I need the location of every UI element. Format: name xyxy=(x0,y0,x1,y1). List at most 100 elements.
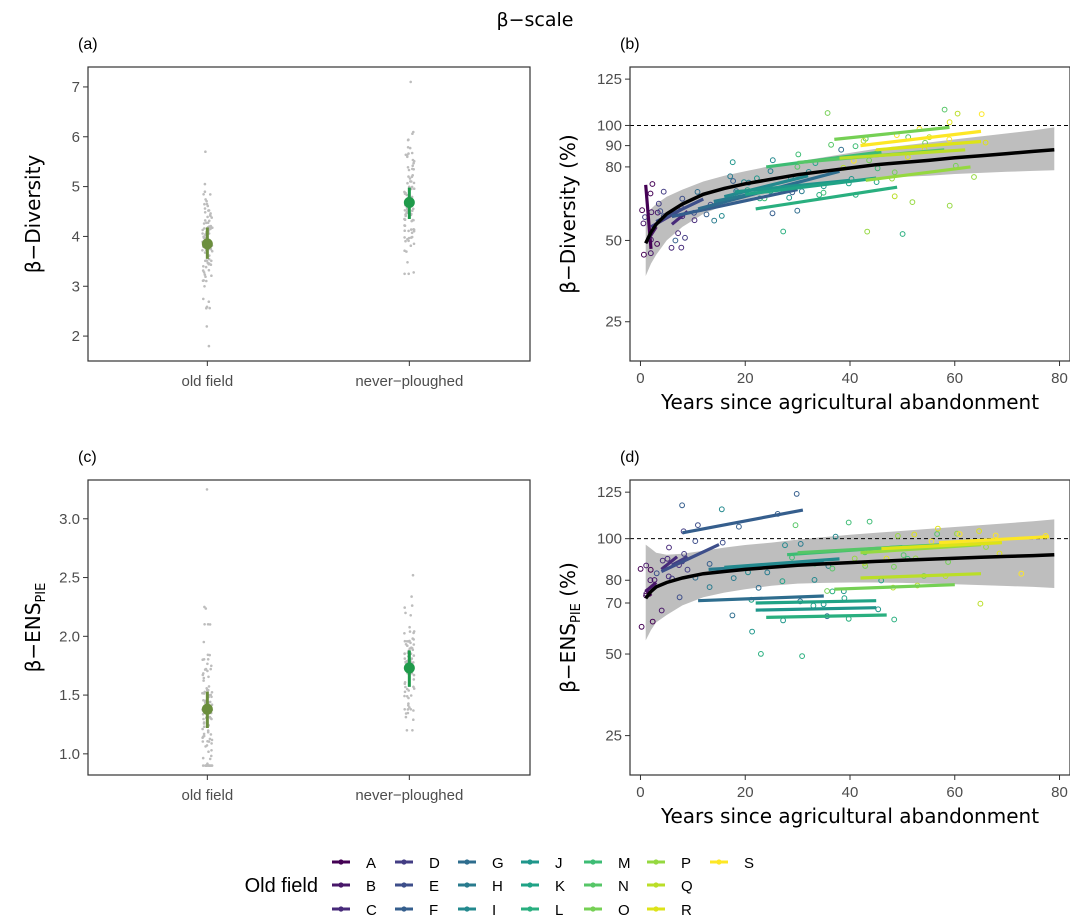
confidence-ribbon xyxy=(645,519,1055,641)
observation-point xyxy=(824,110,831,116)
raw-point xyxy=(406,261,409,264)
legend: Old field ABC DEF GHI JKL MNO PQR S xyxy=(245,855,754,919)
raw-point xyxy=(209,214,212,217)
x-tick-label: old field xyxy=(181,373,233,390)
observation-point xyxy=(641,251,647,258)
observation-point xyxy=(1018,570,1025,577)
panel-a: (a) 2 3 4 5 6 7 old field never−ploughed β−Divers… xyxy=(21,36,531,390)
raw-point xyxy=(412,271,416,274)
legend-item-label: S xyxy=(744,855,754,872)
observation-point xyxy=(640,220,647,227)
legend-item-label: B xyxy=(366,878,376,895)
raw-point xyxy=(204,198,207,201)
legend-key-point xyxy=(653,859,659,865)
legend-key-point xyxy=(464,882,470,888)
raw-point xyxy=(409,180,412,183)
y-tick-label: 3 xyxy=(72,278,80,295)
raw-point xyxy=(408,630,412,633)
observation-point xyxy=(647,250,654,257)
raw-point xyxy=(406,155,409,159)
observation-point xyxy=(727,173,734,180)
observation-point xyxy=(982,139,989,146)
legend-item-label: Q xyxy=(681,878,693,895)
raw-point xyxy=(412,161,415,165)
legend-item-L: L xyxy=(521,902,563,919)
raw-point xyxy=(210,742,213,745)
raw-point xyxy=(207,209,210,212)
raw-point xyxy=(206,204,210,208)
observation-point xyxy=(659,557,666,564)
observation-point xyxy=(829,588,836,595)
raw-point xyxy=(412,229,416,233)
raw-point xyxy=(206,623,210,626)
observation-point xyxy=(838,146,845,153)
raw-point xyxy=(403,190,406,194)
field-line-G xyxy=(698,594,824,603)
legend-item-S: S xyxy=(710,855,754,872)
observation-point xyxy=(845,519,852,526)
x-tick-label: 60 xyxy=(946,784,963,801)
y-tick-label: 80 xyxy=(605,159,622,176)
raw-point xyxy=(202,193,205,196)
raw-point xyxy=(408,625,411,629)
observation-point xyxy=(935,525,941,532)
observation-point xyxy=(954,110,961,117)
observation-point xyxy=(956,531,963,537)
legend-item-label: E xyxy=(429,878,439,895)
observation-point xyxy=(852,143,859,150)
raw-point xyxy=(403,652,406,656)
observation-point xyxy=(875,606,882,613)
raw-point xyxy=(210,274,213,278)
legend-key-point xyxy=(590,882,596,888)
field-line-L xyxy=(766,613,887,619)
legend-key-point xyxy=(338,882,344,888)
y-tick-label: 5 xyxy=(72,179,80,196)
x-tick-label: 0 xyxy=(636,784,644,801)
raw-point xyxy=(407,689,411,692)
legend-item-D: D xyxy=(395,855,440,872)
panel-label: (b) xyxy=(620,36,640,53)
raw-point xyxy=(201,249,204,252)
raw-point xyxy=(412,654,416,657)
raw-point xyxy=(408,639,411,643)
raw-point xyxy=(404,685,407,689)
observation-point xyxy=(668,244,675,251)
panel-b: (b) 25 50 80 90 100 125 0 20 40 60 80 Years since ag… xyxy=(556,36,1070,414)
observation-point xyxy=(684,566,691,573)
x-tick-label: 20 xyxy=(737,784,754,801)
field-line-Q xyxy=(839,148,966,160)
raw-point xyxy=(201,691,204,695)
x-tick-label: never−ploughed xyxy=(355,787,463,804)
observation-point xyxy=(764,569,771,576)
raw-point xyxy=(204,150,207,153)
y-tick-label: 7 xyxy=(72,79,80,96)
observation-point xyxy=(678,244,685,251)
y-tick-label: 25 xyxy=(605,728,622,745)
y-tick-label: 6 xyxy=(72,129,80,146)
observation-point xyxy=(798,188,805,195)
raw-point xyxy=(207,344,211,348)
estimate-point xyxy=(201,238,213,250)
raw-point xyxy=(205,279,208,283)
raw-point xyxy=(206,669,209,673)
observation-point xyxy=(795,151,802,158)
legend-key-point xyxy=(527,859,533,865)
raw-point xyxy=(210,764,213,767)
raw-point xyxy=(202,721,206,724)
field-line-L xyxy=(755,185,898,211)
panel-d: (d) 25 50 70 80 100 125 0 20 40 60 80 Years since ag… xyxy=(556,449,1070,828)
observation-point xyxy=(647,566,654,573)
legend-item-label: M xyxy=(618,855,631,872)
field-line-I xyxy=(723,174,809,199)
raw-point xyxy=(201,735,205,738)
fit-line xyxy=(644,148,1055,244)
observation-point xyxy=(864,228,871,235)
raw-point xyxy=(202,717,205,721)
panel-border xyxy=(87,479,531,776)
observation-point xyxy=(891,616,898,623)
y-tick-label: 125 xyxy=(597,71,622,88)
raw-point xyxy=(404,153,408,157)
observation-point xyxy=(666,544,672,551)
raw-point xyxy=(411,573,415,577)
legend-item-F: F xyxy=(395,902,438,919)
